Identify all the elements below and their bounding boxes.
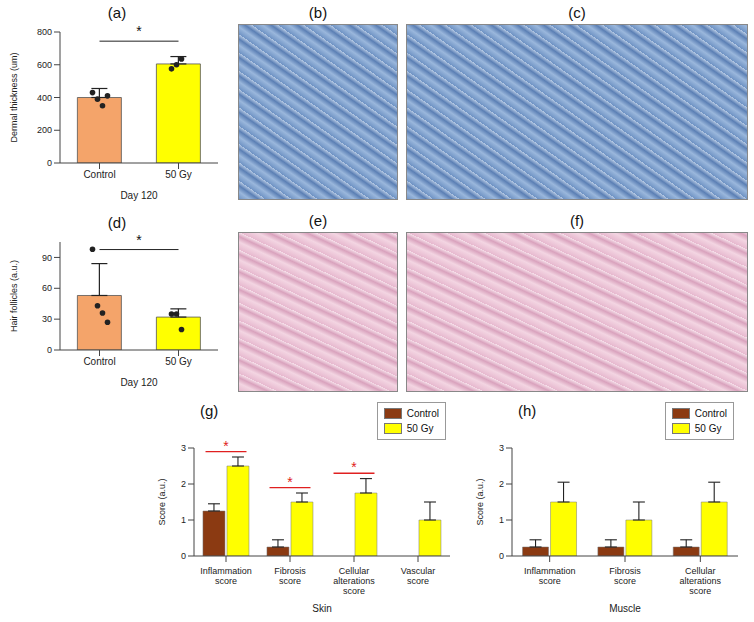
svg-text:Cellularalterationsscore: Cellularalterationsscore: [333, 566, 375, 596]
html-text:(a): (a): [107, 4, 127, 21]
svg-text:2: 2: [181, 479, 186, 489]
svg-text:Control: Control: [83, 169, 115, 180]
svg-text:1: 1: [181, 515, 186, 525]
svg-text:3: 3: [499, 443, 504, 453]
svg-text:800: 800: [37, 27, 52, 37]
svg-text:Skin: Skin: [312, 603, 331, 614]
svg-text:*: *: [287, 474, 293, 490]
svg-text:90: 90: [42, 253, 52, 263]
svg-text:1: 1: [499, 515, 504, 525]
svg-text:0: 0: [47, 158, 52, 168]
svg-text:400: 400: [37, 93, 52, 103]
svg-text:0: 0: [47, 345, 52, 355]
html-text:50 Gy: 50 Gy: [406, 423, 434, 434]
svg-text:Day 120: Day 120: [120, 190, 158, 201]
svg-text:50 Gy: 50 Gy: [165, 356, 192, 367]
svg-text:0: 0: [181, 551, 186, 561]
svg-text:Fibrosisscore: Fibrosisscore: [274, 566, 306, 586]
svg-text:Score (a.u.): Score (a.u.): [475, 478, 485, 525]
html-text:(d): (d): [107, 214, 127, 231]
svg-text:Hair follicles (a.u.): Hair follicles (a.u.): [9, 260, 19, 332]
svg-text:Vascularscore: Vascularscore: [401, 566, 435, 586]
svg-text:0: 0: [499, 551, 504, 561]
svg-text:2: 2: [499, 479, 504, 489]
svg-text:Control: Control: [83, 356, 115, 367]
svg-text:Inflammationscore: Inflammationscore: [200, 566, 252, 586]
svg-text:50 Gy: 50 Gy: [165, 169, 192, 180]
svg-text:600: 600: [37, 60, 52, 70]
svg-text:200: 200: [37, 125, 52, 135]
svg-text:Dermal thickness (um): Dermal thickness (um): [9, 52, 19, 142]
svg-text:*: *: [136, 232, 142, 248]
html-text:50 Gy: 50 Gy: [694, 423, 722, 434]
svg-text:Muscle: Muscle: [609, 603, 641, 614]
svg-text:Fibrosisscore: Fibrosisscore: [609, 566, 641, 586]
html-text:(e): (e): [308, 212, 328, 229]
svg-text:Day 120: Day 120: [120, 377, 158, 388]
html-text:Control: Control: [406, 408, 439, 419]
svg-text:Inflammationscore: Inflammationscore: [524, 566, 576, 586]
svg-text:60: 60: [42, 283, 52, 293]
svg-text:*: *: [223, 438, 229, 454]
svg-text:3: 3: [181, 443, 186, 453]
html-text:(c): (c): [568, 4, 586, 21]
html-text:(h): (h): [518, 402, 537, 419]
html-text:(f): (f): [569, 212, 585, 229]
html-text:Control: Control: [694, 408, 727, 419]
svg-text:Score (a.u.): Score (a.u.): [157, 478, 167, 525]
svg-text:30: 30: [42, 314, 52, 324]
html-text:(g): (g): [200, 402, 219, 419]
svg-text:*: *: [351, 459, 357, 475]
svg-text:*: *: [136, 23, 142, 39]
svg-text:Cellularalterationsscore: Cellularalterationsscore: [680, 566, 722, 596]
html-text:(b): (b): [308, 4, 328, 21]
